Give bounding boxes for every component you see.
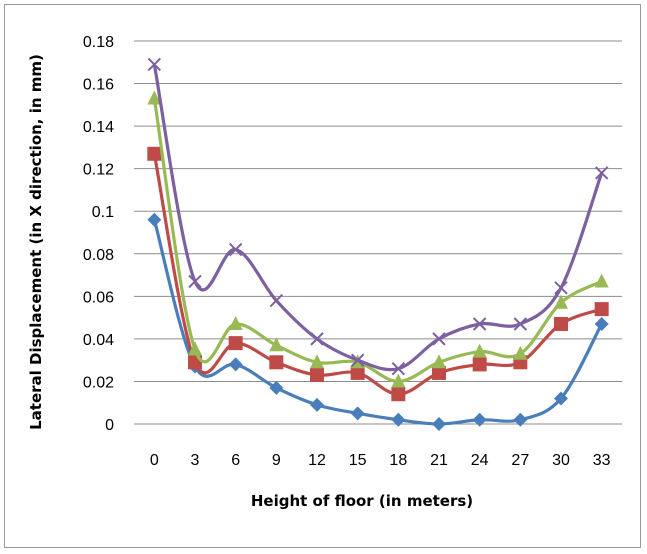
- data-point: [310, 354, 324, 369]
- data-point: [472, 317, 487, 331]
- x-tick-label: 30: [552, 452, 570, 469]
- x-tick-label: 3: [191, 452, 200, 469]
- series-2: [147, 146, 609, 402]
- data-point: [391, 412, 406, 427]
- x-tick-label: 27: [511, 452, 529, 469]
- y-tick-label: 0.12: [83, 162, 114, 179]
- data-point: [432, 365, 446, 380]
- y-tick-label: 0: [105, 417, 114, 434]
- data-point: [554, 281, 568, 295]
- x-tick-label: 0: [150, 452, 159, 469]
- chart-area: [4, 4, 641, 548]
- data-point: [228, 357, 243, 372]
- series-layer: [147, 57, 609, 431]
- y-tick-label: 0.16: [83, 77, 114, 94]
- data-point: [391, 373, 406, 388]
- data-point: [350, 353, 365, 367]
- data-point: [269, 380, 284, 395]
- data-point: [350, 365, 365, 380]
- data-point: [147, 57, 162, 72]
- y-tick-label: 0.04: [83, 332, 114, 349]
- data-point: [472, 343, 487, 358]
- data-point: [432, 354, 446, 369]
- x-tick-label: 18: [389, 452, 407, 469]
- y-tick-label: 0.1: [92, 204, 114, 221]
- y-tick-label: 0.08: [83, 247, 114, 264]
- x-axis-tick-labels: 0 3 6 9 12 15 18 21 24 27 30 33: [150, 452, 611, 469]
- x-tick-label: 24: [471, 452, 489, 469]
- y-tick-label: 0.18: [83, 34, 114, 51]
- gridlines: [134, 40, 622, 425]
- y-axis-tick-labels: 0 0.02 0.04 0.06 0.08 0.1 0.12 0.14 0.16 0.18: [83, 34, 114, 434]
- data-point: [269, 355, 284, 370]
- data-point: [472, 412, 487, 427]
- data-point: [432, 417, 446, 431]
- x-tick-label: 12: [308, 452, 326, 469]
- data-point: [594, 273, 609, 288]
- data-point: [472, 357, 487, 372]
- data-point: [310, 397, 324, 412]
- data-point: [228, 315, 243, 330]
- data-point: [432, 332, 446, 346]
- data-point: [391, 387, 406, 402]
- data-point: [188, 274, 202, 289]
- data-point: [350, 406, 365, 421]
- data-point: [513, 317, 528, 331]
- data-point: [228, 242, 243, 257]
- x-tick-label: 15: [349, 452, 367, 469]
- data-point: [554, 391, 568, 406]
- data-point: [269, 293, 284, 308]
- data-point: [513, 412, 528, 427]
- data-point: [594, 166, 609, 180]
- data-point: [554, 294, 568, 309]
- data-point: [147, 90, 162, 105]
- x-tick-label: 9: [272, 452, 281, 469]
- data-point: [594, 302, 609, 317]
- y-axis-title: Lateral Displacement (in X direction, in…: [27, 54, 45, 430]
- x-tick-label: 6: [231, 452, 240, 469]
- data-point: [594, 316, 609, 331]
- series-line: [152, 64, 604, 372]
- y-tick-label: 0.14: [83, 119, 114, 136]
- x-tick-label: 21: [430, 452, 448, 469]
- series-line: [152, 219, 604, 426]
- x-axis-title: Height of floor (in meters): [251, 492, 473, 510]
- series-line: [152, 153, 603, 396]
- data-point: [147, 212, 162, 227]
- data-point: [554, 316, 568, 331]
- data-point: [188, 341, 202, 356]
- data-point: [269, 337, 284, 352]
- y-tick-label: 0.06: [83, 289, 114, 306]
- data-point: [310, 332, 324, 346]
- x-tick-label: 33: [593, 452, 611, 469]
- series-1: [147, 212, 609, 431]
- data-point: [513, 345, 528, 360]
- data-point: [228, 336, 243, 351]
- y-tick-label: 0.02: [83, 374, 114, 391]
- data-point: [147, 146, 162, 161]
- data-point: [310, 368, 324, 383]
- data-point: [391, 361, 406, 376]
- series-4: [147, 57, 609, 376]
